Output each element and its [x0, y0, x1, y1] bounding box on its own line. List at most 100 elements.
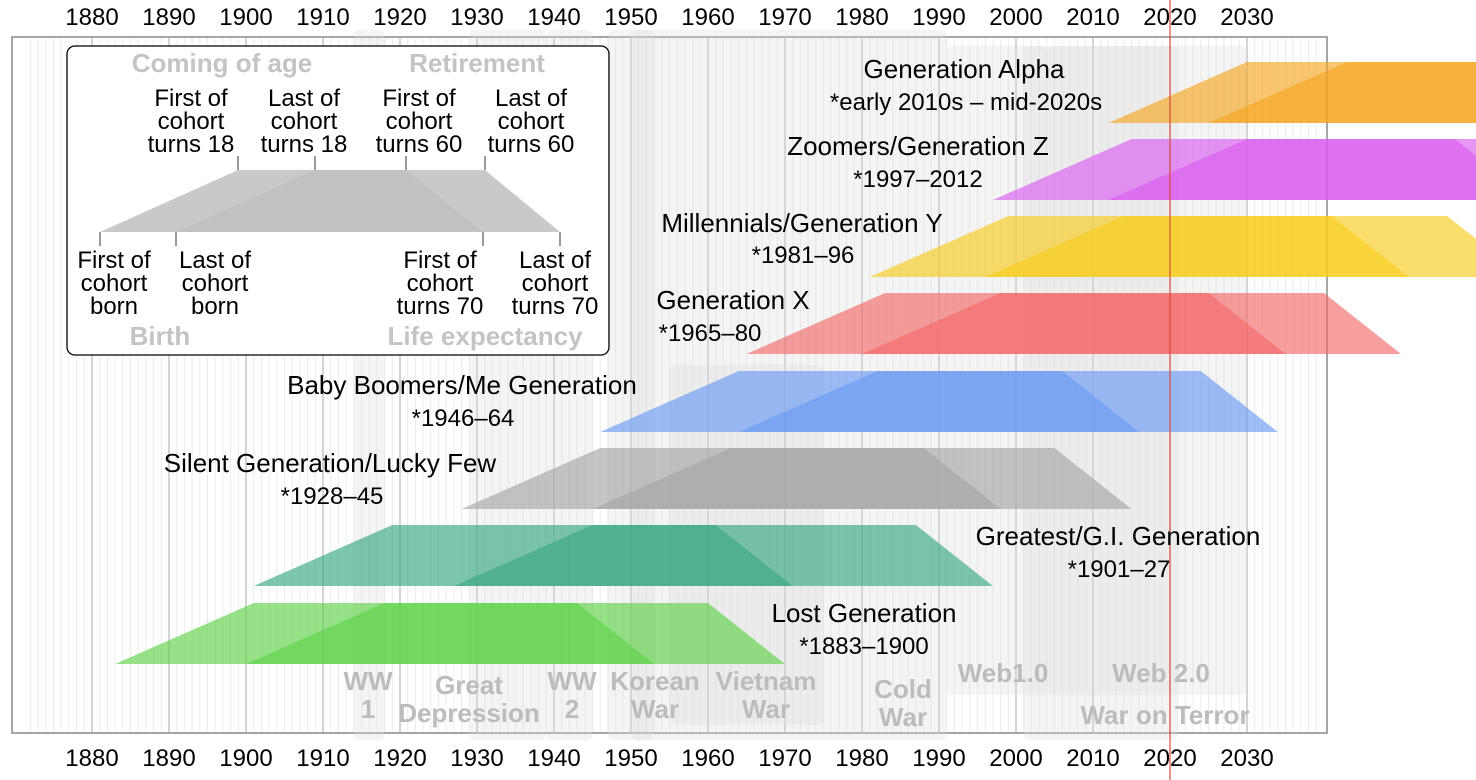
axis-tick-bottom: 1930 — [450, 745, 503, 772]
axis-tick-bottom: 1940 — [527, 745, 580, 772]
birth-years-text: 1901–27 — [1077, 556, 1170, 583]
birth-years-text: 1883–1900 — [809, 633, 929, 660]
generation-birth-years: *1928–45 — [281, 483, 384, 510]
legend-bottom-label: First of — [403, 247, 477, 274]
axis-tick-top: 1920 — [373, 4, 426, 31]
generation-birth-years: *early 2010s – mid-2020s — [830, 89, 1102, 116]
generation-name: Generation Alpha — [864, 54, 1065, 84]
axis-ticks: 1880 1880 1890 1890 1900 1900 1910 1910 1920 1920… — [65, 4, 1273, 772]
generation-bars — [115, 0, 1476, 780]
legend-top-label: cohort — [386, 108, 453, 135]
event-label: WW — [343, 666, 393, 696]
axis-tick-top: 2020 — [1143, 4, 1196, 31]
generation-birth-years: *1883–1900 — [799, 633, 928, 660]
legend-top-label: cohort — [271, 108, 338, 135]
event-label: Korean — [610, 666, 700, 696]
legend-heading-life-expectancy: Life expectancy — [387, 321, 583, 351]
legend-top-label: turns 18 — [148, 131, 235, 158]
generation-birth-years: *1965–80 — [659, 320, 762, 347]
axis-tick-bottom: 2030 — [1220, 745, 1273, 772]
event-label: 2 — [565, 694, 579, 724]
generation-bar-last — [862, 293, 1401, 354]
legend-bottom-label: Last of — [519, 247, 591, 274]
axis-tick-bottom: 1960 — [681, 745, 734, 772]
generation-birth-years: *1997–2012 — [853, 166, 982, 193]
axis-tick-bottom: 2000 — [989, 745, 1042, 772]
event-label: Web 2.0 — [1112, 658, 1210, 688]
axis-tick-top: 1890 — [142, 4, 195, 31]
axis-tick-bottom: 1990 — [912, 745, 965, 772]
birth-years-text: early 2010s – mid-2020s — [839, 89, 1102, 116]
axis-tick-top: 2030 — [1220, 4, 1273, 31]
birth-years-text: 1981–96 — [761, 242, 854, 269]
generation-name: Baby Boomers/Me Generation — [287, 370, 637, 400]
event-label: Depression — [398, 698, 540, 728]
generation-birth-years: *1946–64 — [412, 405, 515, 432]
historical-event-labels: WW1GreatDepressionWW2KoreanWarVietnamWar… — [343, 658, 1249, 732]
legend-shape-last — [176, 170, 560, 232]
legend-bottom-label: born — [191, 293, 239, 320]
event-label: War — [631, 694, 679, 724]
generation-bar-last — [246, 603, 785, 664]
birth-years-text: 1965–80 — [668, 320, 761, 347]
axis-tick-bottom: 1950 — [604, 745, 657, 772]
birth-marker-glyph: * — [1068, 556, 1077, 583]
legend-heading-birth: Birth — [130, 321, 191, 351]
birth-years-text: 1946–64 — [421, 405, 514, 432]
generation-birth-years: *1981–96 — [752, 242, 855, 269]
axis-tick-bottom: 2020 — [1143, 745, 1196, 772]
generation-bar-last — [738, 371, 1278, 432]
legend-bottom-label: cohort — [81, 270, 148, 297]
axis-tick-top: 2010 — [1066, 4, 1119, 31]
event-label: Great — [435, 670, 503, 700]
axis-tick-bottom: 1980 — [835, 745, 888, 772]
event-label: War — [742, 694, 790, 724]
legend-top-label: Last of — [268, 85, 340, 112]
legend-top-label: cohort — [498, 108, 565, 135]
birth-years-text: 1928–45 — [290, 483, 383, 510]
axis-tick-bottom: 1880 — [65, 745, 118, 772]
event-label: Cold — [874, 674, 932, 704]
legend-bottom-label: turns 70 — [397, 293, 484, 320]
legend-bottom-label: cohort — [182, 270, 249, 297]
birth-marker-glyph: * — [281, 483, 290, 510]
event-label: Vietnam — [716, 666, 817, 696]
generation-bar-last — [592, 448, 1132, 509]
axis-tick-top: 1980 — [835, 4, 888, 31]
legend-bottom-label: Last of — [179, 247, 251, 274]
legend-top-label: Last of — [495, 85, 567, 112]
birth-marker-glyph: * — [659, 320, 668, 347]
legend-bottom-label: born — [90, 293, 138, 320]
axis-tick-bottom: 1970 — [758, 745, 811, 772]
legend-top-label: turns 60 — [376, 131, 463, 158]
axis-tick-top: 1990 — [912, 4, 965, 31]
generation-name: Lost Generation — [771, 598, 956, 628]
event-label: Web1.0 — [958, 658, 1049, 688]
axis-tick-bottom: 1910 — [296, 745, 349, 772]
axis-tick-top: 1940 — [527, 4, 580, 31]
axis-tick-top: 1960 — [681, 4, 734, 31]
generation-name: Zoomers/Generation Z — [787, 131, 1049, 161]
birth-marker-glyph: * — [412, 405, 421, 432]
axis-tick-bottom: 1920 — [373, 745, 426, 772]
axis-tick-bottom: 1900 — [219, 745, 272, 772]
legend-heading-retirement: Retirement — [409, 48, 545, 78]
generation-name: Millennials/Generation Y — [661, 208, 942, 238]
legend-box: Coming of age Retirement Birth Life expecta… — [66, 45, 610, 356]
birth-years-text: 1997–2012 — [863, 166, 983, 193]
birth-marker-glyph: * — [853, 166, 862, 193]
generation-birth-years: *1901–27 — [1068, 556, 1171, 583]
generation-name: Silent Generation/Lucky Few — [164, 448, 497, 478]
axis-tick-top: 1950 — [604, 4, 657, 31]
axis-tick-top: 1930 — [450, 4, 503, 31]
birth-marker-glyph: * — [799, 633, 808, 660]
generation-labels: Generation Alpha*early 2010s – mid-2020s… — [164, 54, 1261, 660]
event-band — [946, 46, 1047, 695]
legend-top-label: turns 60 — [488, 131, 575, 158]
legend-top-label: First of — [154, 85, 228, 112]
generation-name: Generation X — [656, 285, 809, 315]
legend-bottom-label: turns 70 — [512, 293, 599, 320]
legend-top-label: cohort — [158, 108, 225, 135]
axis-tick-bottom: 1890 — [142, 745, 195, 772]
